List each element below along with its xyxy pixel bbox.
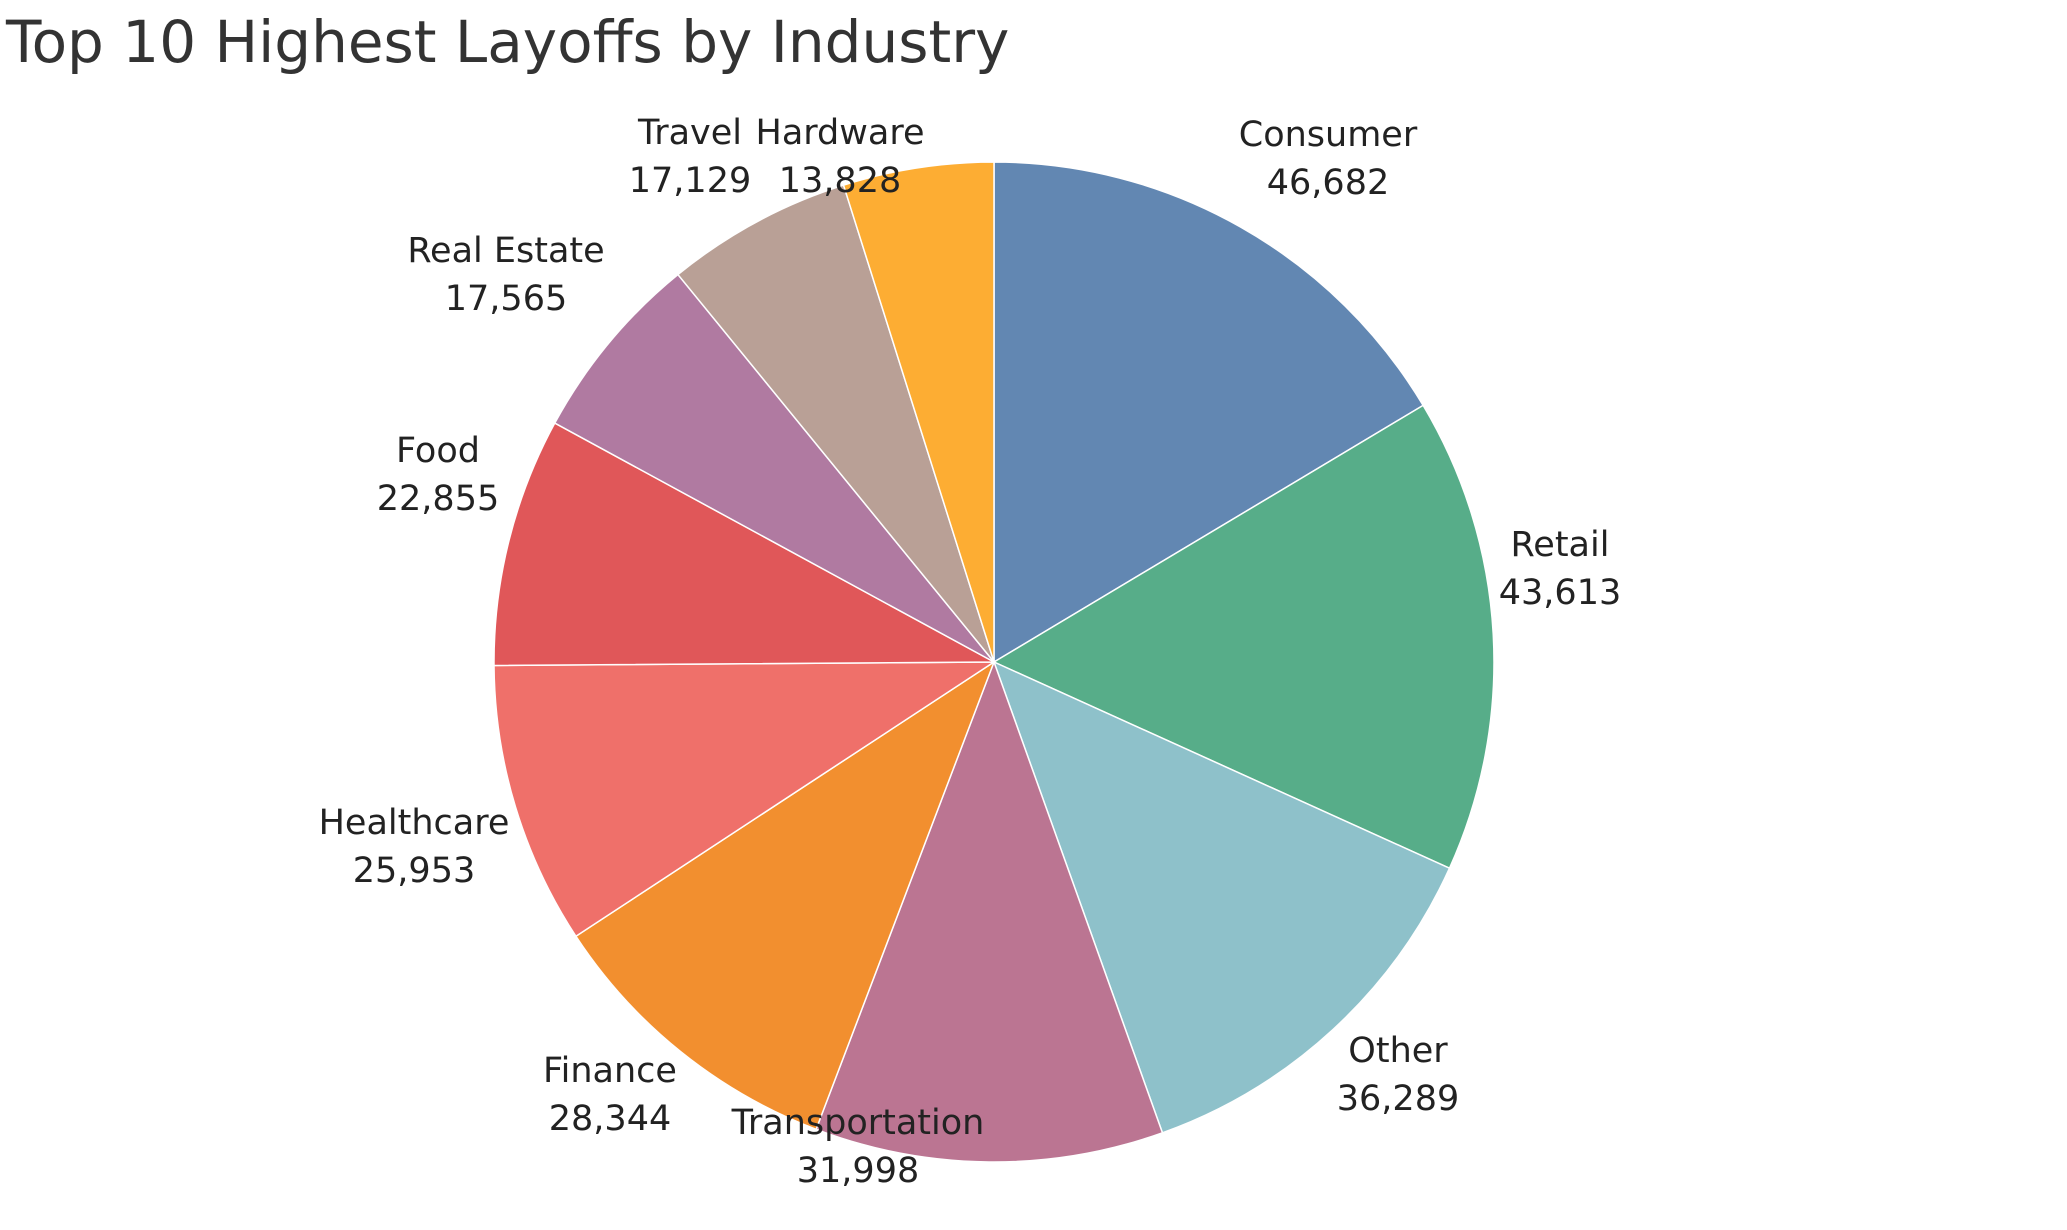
slice-label-finance: Finance	[543, 1051, 677, 1091]
slice-value-transportation: 31,998	[797, 1151, 919, 1191]
slice-label-transportation: Transportation	[731, 1103, 985, 1143]
pie-slice-transportation[interactable]	[815, 659, 1164, 1163]
pie-slice-finance[interactable]	[574, 660, 996, 1131]
pie-labels: Consumer 46,682 Retail 43,613 Other 36,289 Tra…	[319, 113, 1622, 1191]
slice-value-hardware: 13,828	[779, 161, 901, 201]
pie-slice-travel[interactable]	[676, 184, 995, 663]
slice-label-retail: Retail	[1511, 525, 1610, 565]
slice-value-retail: 43,613	[1499, 573, 1621, 613]
slice-label-travel: Travel	[637, 113, 742, 153]
slice-value-finance: 28,344	[549, 1099, 671, 1139]
slice-value-other: 36,289	[1337, 1079, 1459, 1119]
slice-value-healthcare: 25,953	[353, 851, 475, 891]
slice-value-consumer: 46,682	[1267, 163, 1389, 203]
slice-label-healthcare: Healthcare	[319, 803, 510, 843]
pie-slices	[493, 161, 1495, 1163]
pie-slice-retail[interactable]	[992, 404, 1495, 870]
pie-slice-real-estate[interactable]	[553, 273, 995, 663]
slice-label-food: Food	[396, 431, 480, 471]
slice-value-travel: 17,129	[629, 161, 751, 201]
slice-value-real-estate: 17,565	[445, 279, 567, 319]
chart-title: Top 10 Highest Layoffs by Industry	[6, 8, 1010, 76]
slice-label-real-estate: Real Estate	[407, 231, 604, 271]
pie-slice-other[interactable]	[992, 660, 1451, 1134]
pie-slice-food[interactable]	[493, 422, 995, 667]
slice-label-hardware: Hardware	[756, 113, 925, 153]
pie-slice-consumer[interactable]	[993, 161, 1425, 664]
pie-slice-healthcare[interactable]	[493, 661, 997, 938]
slice-label-other: Other	[1348, 1031, 1448, 1071]
slice-label-consumer: Consumer	[1239, 115, 1418, 155]
slice-value-food: 22,855	[377, 479, 499, 519]
pie-slice-hardware[interactable]	[842, 161, 995, 663]
